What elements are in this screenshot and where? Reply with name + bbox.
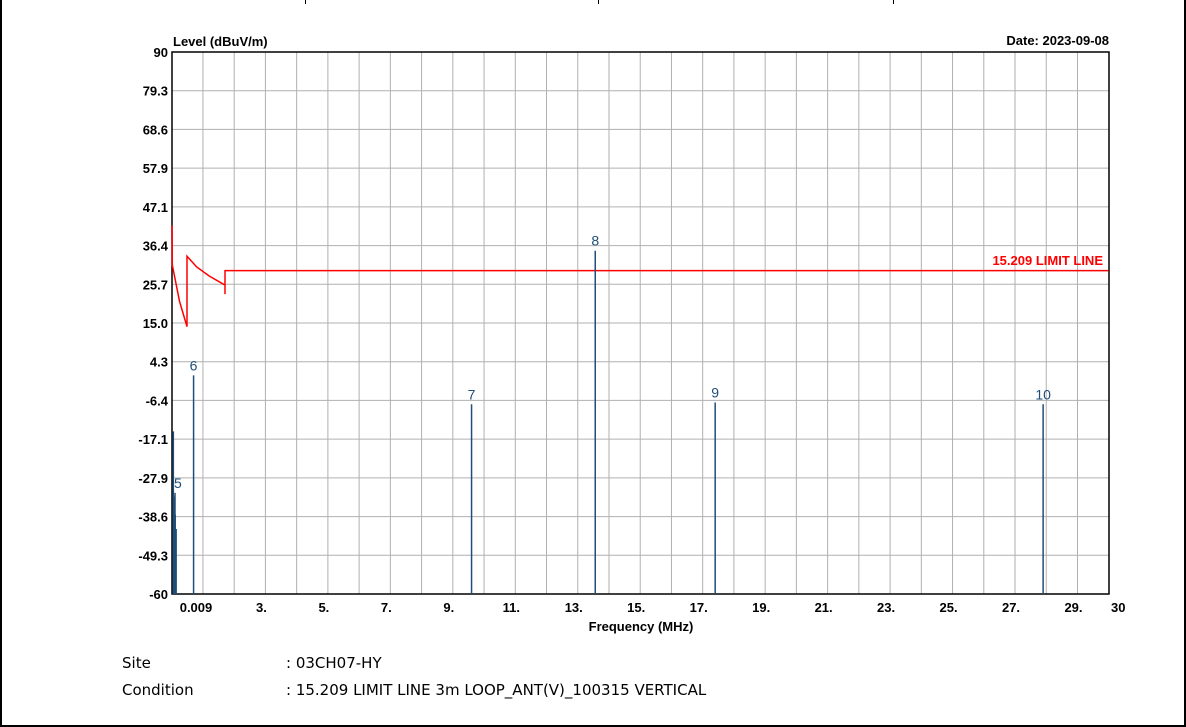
x-tick-label: 25. [940,600,958,615]
y-axis-label: Level (dBuV/m) [173,34,268,49]
y-tick-label: 36.4 [143,239,169,254]
y-tick-label: -60 [149,587,168,602]
table-divider [893,0,894,4]
x-tick-label: 3. [256,600,267,615]
x-tick-label: 27. [1002,600,1020,615]
y-tick-label: -6.4 [146,393,169,408]
marker-label: 9 [711,384,719,400]
marker-label: 10 [1035,386,1051,402]
plot-area [171,51,1110,595]
y-tick-label: 90 [154,45,168,60]
condition-label: Condition [122,681,194,699]
marker-series: 5 6 7 8 9 10 [172,233,1051,594]
x-tick-label: 23. [877,600,895,615]
y-tick-label: 15.0 [143,316,168,331]
chart-grid [172,52,1109,594]
y-tick-label: 68.6 [143,122,168,137]
x-tick-label: 13. [565,600,583,615]
limit-line [171,225,1109,327]
condition-value: : 15.209 LIMIT LINE 3m LOOP_ANT(V)_10031… [286,681,707,699]
x-axis-label: Frequency (MHz) [589,619,694,634]
marker-label: 8 [591,233,599,249]
y-tick-label: 79.3 [143,84,168,99]
y-tick-label: 57.9 [143,161,168,176]
x-tick-label: 30 [1111,600,1125,615]
table-divider [305,0,306,4]
site-value: : 03CH07-HY [286,654,382,672]
limit-line-label: 15.209 LIMIT LINE [992,253,1103,268]
date-label: Date: 2023-09-08 [1006,33,1109,48]
y-tick-label: 4.3 [150,355,168,370]
y-tick-label: -49.3 [138,548,168,563]
marker-label: 7 [468,386,476,402]
x-tick-label: 17. [690,600,708,615]
x-tick-label: 21. [815,600,833,615]
y-axis-ticks: 90 79.3 68.6 57.9 47.1 36.4 25.7 15.0 4.3 -6.4 -17… [138,45,168,602]
limit-line-series [171,225,1109,327]
y-tick-label: -17.1 [138,432,168,447]
y-tick-label: -38.6 [138,510,168,525]
marker-label: 5 [174,475,182,491]
x-tick-label: 19. [752,600,770,615]
x-tick-label: 11. [503,600,520,615]
x-tick-label: 15. [627,600,645,615]
x-tick-label: 5. [318,600,329,615]
x-tick-label: 0.009 [180,600,213,615]
emission-chart: 9079.368.657.947.136.425.715.04.3-6.4-17… [138,33,1126,634]
table-divider [598,0,599,4]
y-tick-label: 25.7 [143,277,168,292]
x-tick-label: 7. [381,600,392,615]
site-label: Site [122,654,151,672]
x-tick-label: 29. [1064,600,1082,615]
y-tick-label: -27.9 [138,471,168,486]
y-tick-label: 47.1 [143,200,168,215]
marker-label: 6 [190,357,198,373]
x-tick-label: 9. [443,600,454,615]
x-axis-ticks: 0.009 3. 5. 7. 9. 11. 13. 15. 17. 19. 21. 23. 25. 27.… [180,600,1126,615]
